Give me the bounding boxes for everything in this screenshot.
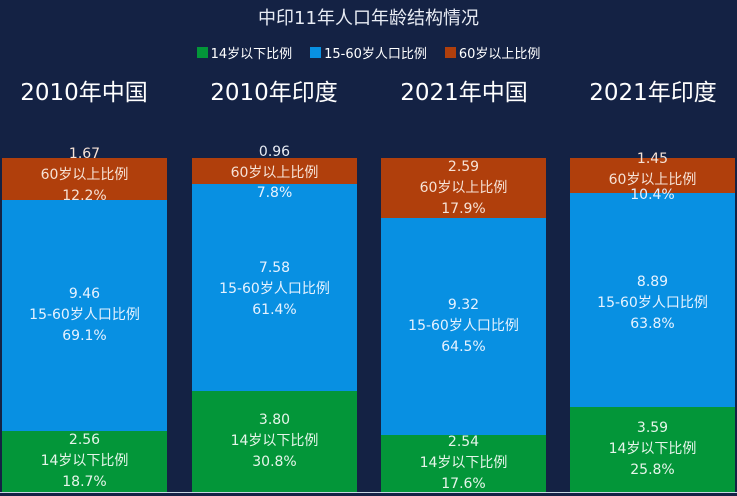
chart-baseline (0, 492, 737, 493)
segment-name: 60岁以上比例 (40, 166, 129, 183)
segment-over-60[interactable]: 2.59 60岁以上比例 17.9% (381, 158, 546, 218)
segment-under-14[interactable]: 2.54 14岁以下比例 17.6% (381, 434, 546, 492)
segment-value: 8.89 (636, 273, 669, 290)
segment-percent: 17.6% (441, 476, 486, 492)
segment-15-60[interactable]: 9.46 15-60岁人口比例 69.1% (2, 200, 167, 431)
segment-value: 9.32 (447, 297, 480, 313)
bar-2010-china: 1.67 60岁以上比例 12.2% 9.46 15-60岁人口比例 69.1%… (2, 146, 167, 492)
segment-value: 3.59 (636, 420, 669, 436)
bar-2021-china: 2.59 60岁以上比例 17.9% 9.32 15-60岁人口比例 64.5%… (381, 158, 546, 492)
category-label-2021-china: 2021年中国 (400, 80, 528, 106)
segment-over-60[interactable]: 0.96 60岁以上比例 (192, 144, 357, 184)
segment-name: 14岁以下比例 (230, 433, 319, 449)
legend-item-under-14[interactable]: 14岁以下比例 (196, 43, 293, 62)
segment-over-60[interactable]: 1.67 60岁以上比例 12.2% (2, 146, 167, 204)
segment-percent: 18.7% (62, 474, 107, 490)
segment-percent-over-60: 10.4% (630, 187, 675, 203)
legend-item-15-60[interactable]: 15-60岁人口比例 (310, 43, 427, 62)
segment-percent: 17.9% (441, 200, 486, 217)
segment-percent: 64.5% (441, 339, 486, 355)
segment-percent: 63.8% (630, 315, 675, 332)
segment-value: 3.80 (258, 412, 291, 428)
segment-value: 1.45 (636, 151, 669, 167)
segment-percent: 30.8% (252, 454, 297, 470)
segment-name: 14岁以下比例 (608, 441, 697, 457)
segment-value: 2.56 (68, 432, 101, 448)
segment-name: 14岁以下比例 (419, 455, 508, 471)
chart-legend: 14岁以下比例 15-60岁人口比例 60岁以上比例 (0, 43, 737, 62)
segment-value: 2.59 (447, 158, 480, 175)
segment-under-14[interactable]: 2.56 14岁以下比例 18.7% (2, 431, 167, 492)
segment-name: 60岁以上比例 (230, 165, 319, 181)
category-label-2010-china: 2010年中国 (20, 80, 148, 106)
segment-name: 15-60岁人口比例 (408, 318, 519, 334)
segment-under-14[interactable]: 3.80 14岁以下比例 30.8% (192, 391, 357, 492)
legend-item-over-60[interactable]: 60岁以上比例 (444, 43, 541, 62)
legend-label: 60岁以上比例 (458, 47, 541, 62)
segment-name: 14岁以下比例 (40, 453, 129, 469)
segment-15-60[interactable]: 7.8% 7.58 15-60岁人口比例 61.4% (192, 184, 357, 391)
segment-under-14[interactable]: 3.59 14岁以下比例 25.8% (570, 407, 735, 492)
bar-2021-india: 1.45 60岁以上比例 10.4% 8.89 15-60岁人口比例 63.8%… (570, 151, 735, 492)
segment-value: 9.46 (68, 286, 101, 302)
segment-name: 60岁以上比例 (419, 179, 508, 196)
segment-name: 15-60岁人口比例 (29, 307, 140, 323)
category-label-2010-india: 2010年印度 (210, 80, 338, 106)
segment-value: 0.96 (258, 144, 291, 160)
segment-value: 2.54 (447, 434, 480, 450)
segment-percent: 69.1% (62, 328, 107, 344)
chart-title: 中印11年人口年龄结构情况 (258, 8, 479, 29)
segment-value: 1.67 (68, 145, 101, 162)
legend-label: 15-60岁人口比例 (324, 47, 427, 62)
segment-name: 15-60岁人口比例 (597, 294, 708, 311)
segment-15-60[interactable]: 10.4% 8.89 15-60岁人口比例 63.8% (570, 187, 735, 407)
segment-percent: 25.8% (630, 462, 675, 478)
legend-label: 14岁以下比例 (210, 47, 293, 62)
segment-percent: 12.2% (62, 187, 107, 204)
segment-name: 15-60岁人口比例 (219, 280, 330, 297)
legend-swatch-blue (310, 47, 322, 58)
legend-swatch-green (196, 47, 208, 58)
segment-value: 7.58 (258, 259, 291, 276)
category-label-2021-india: 2021年印度 (589, 80, 717, 106)
segment-percent: 61.4% (252, 301, 297, 318)
legend-swatch-orange (444, 47, 456, 58)
bar-2010-india: 0.96 60岁以上比例 7.8% 7.58 15-60岁人口比例 61.4% … (192, 144, 357, 492)
segment-over-60[interactable]: 1.45 60岁以上比例 (570, 151, 735, 193)
segment-15-60[interactable]: 9.32 15-60岁人口比例 64.5% (381, 218, 546, 435)
segment-percent-over-60: 7.8% (256, 185, 293, 201)
segment-name: 60岁以上比例 (608, 172, 697, 188)
